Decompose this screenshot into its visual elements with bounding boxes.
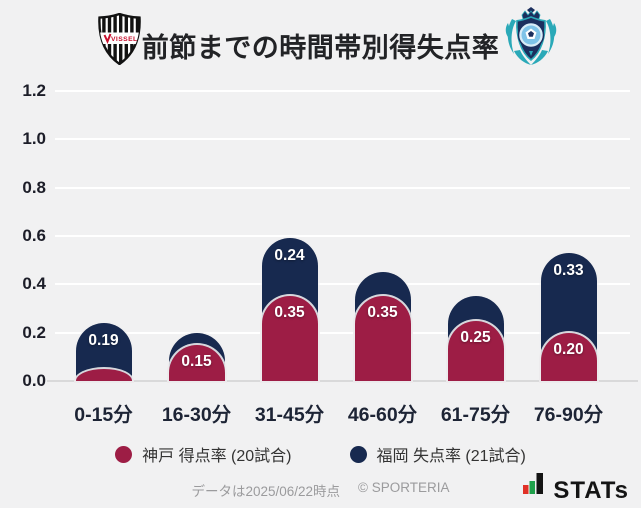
legend-item: 福岡 失点率 (21試合) (349, 442, 526, 466)
kobe-score-bar: 0.15 (168, 344, 225, 381)
kobe-value-label: 0.20 (553, 340, 584, 358)
avispa-fukuoka-logo-icon (502, 7, 560, 67)
data-asof-text: データは2025/06/22時点 (191, 484, 341, 499)
gridline (55, 235, 630, 237)
kobe-value-label: 0.35 (367, 304, 398, 322)
x-axis-label: 46-60分 (347, 404, 418, 426)
bar-group: 0.15 (168, 332, 225, 381)
copyright-text: © SPORTERIA (358, 480, 450, 495)
x-axis-label: 76-90分 (533, 404, 604, 426)
y-axis-tick-label: 1.2 (22, 81, 46, 100)
plot-area: 0.19 0.15 0.24 0.35 0.35 0.25 0.33 0.20 (47, 90, 638, 382)
footer-note: データは2025/06/22時点 © SPORTERIA (0, 480, 641, 500)
stats-brand-text: STATs (553, 476, 629, 504)
legend-color-dot (115, 445, 133, 463)
gridline (55, 331, 630, 334)
y-axis-tick-label: 0.6 (22, 226, 46, 245)
gridline (55, 90, 630, 92)
y-axis-tick-label: 1.0 (22, 129, 46, 149)
kobe-score-bar: 0.35 (354, 296, 411, 381)
page-title: 前節までの時間帯別得失点率 (141, 33, 500, 63)
chart-legend: 神戸 得点率 (20試合) 福岡 失点率 (21試合) (0, 441, 641, 467)
kobe-score-bar: 0.20 (540, 332, 597, 381)
x-axis-label: 31-45分 (254, 404, 325, 426)
gridline (55, 283, 630, 286)
legend-color-dot (349, 445, 367, 463)
fukuoka-value-label: 0.33 (553, 261, 584, 279)
kobe-score-bar (75, 368, 132, 381)
bar-group: 0.24 0.35 (261, 238, 318, 381)
kobe-value-label: 0.25 (460, 328, 491, 346)
y-axis-tick-label: 0.2 (22, 322, 46, 342)
bar-group: 0.25 (447, 296, 504, 381)
legend-label: 神戸 得点率 (20試合) (142, 448, 292, 465)
x-axis-label: 16-30分 (161, 404, 232, 426)
gridline (55, 138, 630, 141)
bar-chart-icon (523, 472, 547, 501)
vissel-kobe-logo-icon: VISSEL (96, 12, 143, 66)
bar-group: 0.35 (354, 272, 411, 381)
y-axis-tick-label: 0.0 (22, 371, 46, 390)
kobe-value-label: 0.15 (181, 352, 212, 370)
x-axis-baseline (47, 380, 638, 382)
fukuoka-value-label: 0.24 (274, 247, 305, 265)
x-axis: 0-15分 16-30分 31-45分 46-60分 61-75分 76-90分 (55, 398, 630, 426)
kobe-value-label: 0.35 (274, 304, 305, 322)
x-axis-label: 0-15分 (74, 404, 133, 426)
fukuoka-value-label: 0.19 (88, 332, 119, 349)
legend-item: 神戸 得点率 (20試合) (115, 442, 292, 466)
bar-group: 0.19 (75, 323, 132, 381)
svg-text:VISSEL: VISSEL (111, 36, 138, 43)
x-axis-label: 61-75分 (440, 404, 511, 426)
legend-label: 福岡 失点率 (21試合) (376, 448, 526, 465)
gridline (55, 186, 630, 189)
kobe-score-bar: 0.25 (447, 320, 504, 381)
bar-group: 0.33 0.20 (540, 252, 597, 381)
y-axis-tick-label: 0.8 (22, 177, 46, 197)
y-axis: 1.2 1.0 0.8 0.6 0.4 0.2 0.0 (6, 81, 46, 390)
stats-brand-logo: STATs (517, 472, 629, 504)
kobe-score-bar: 0.35 (261, 296, 318, 381)
y-axis-tick-label: 0.4 (22, 274, 46, 294)
